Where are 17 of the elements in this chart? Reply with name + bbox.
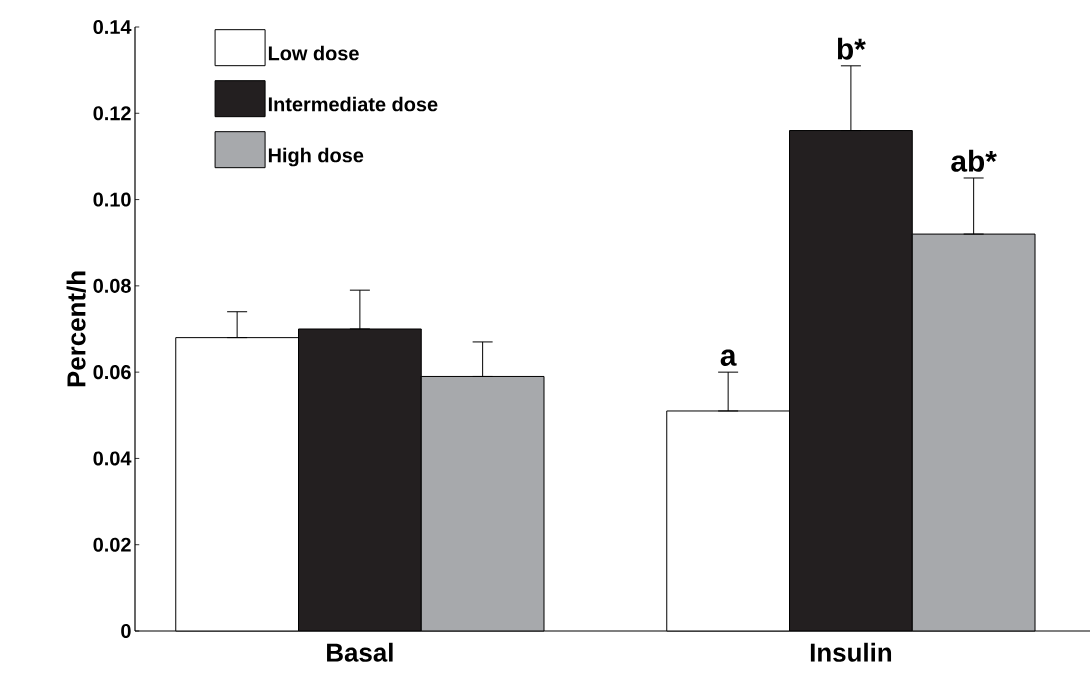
- y-tick-label: 0: [121, 623, 131, 639]
- y-tick-label: 0.06: [93, 365, 131, 380]
- y-tick-label: 0.12: [93, 106, 131, 121]
- y-axis-title: Percent/h: [66, 271, 86, 387]
- y-tick-label: 0.02: [93, 537, 131, 552]
- y-tick-label: 0.14: [93, 19, 132, 35]
- annotation: a: [720, 349, 737, 366]
- y-tick-label: 0.04: [93, 451, 132, 466]
- legend-label: High dose: [268, 147, 364, 167]
- y-tick-label: 0.08: [93, 278, 131, 293]
- x-tick-label: Insulin: [810, 642, 892, 662]
- x-tick-label: Basal: [327, 642, 393, 662]
- annotation: ab*: [951, 149, 997, 172]
- legend-label: Intermediate dose: [268, 96, 438, 112]
- legend-label: Low dose: [268, 45, 359, 61]
- y-tick-label: 0.10: [93, 192, 131, 207]
- annotation: b*: [837, 37, 866, 60]
